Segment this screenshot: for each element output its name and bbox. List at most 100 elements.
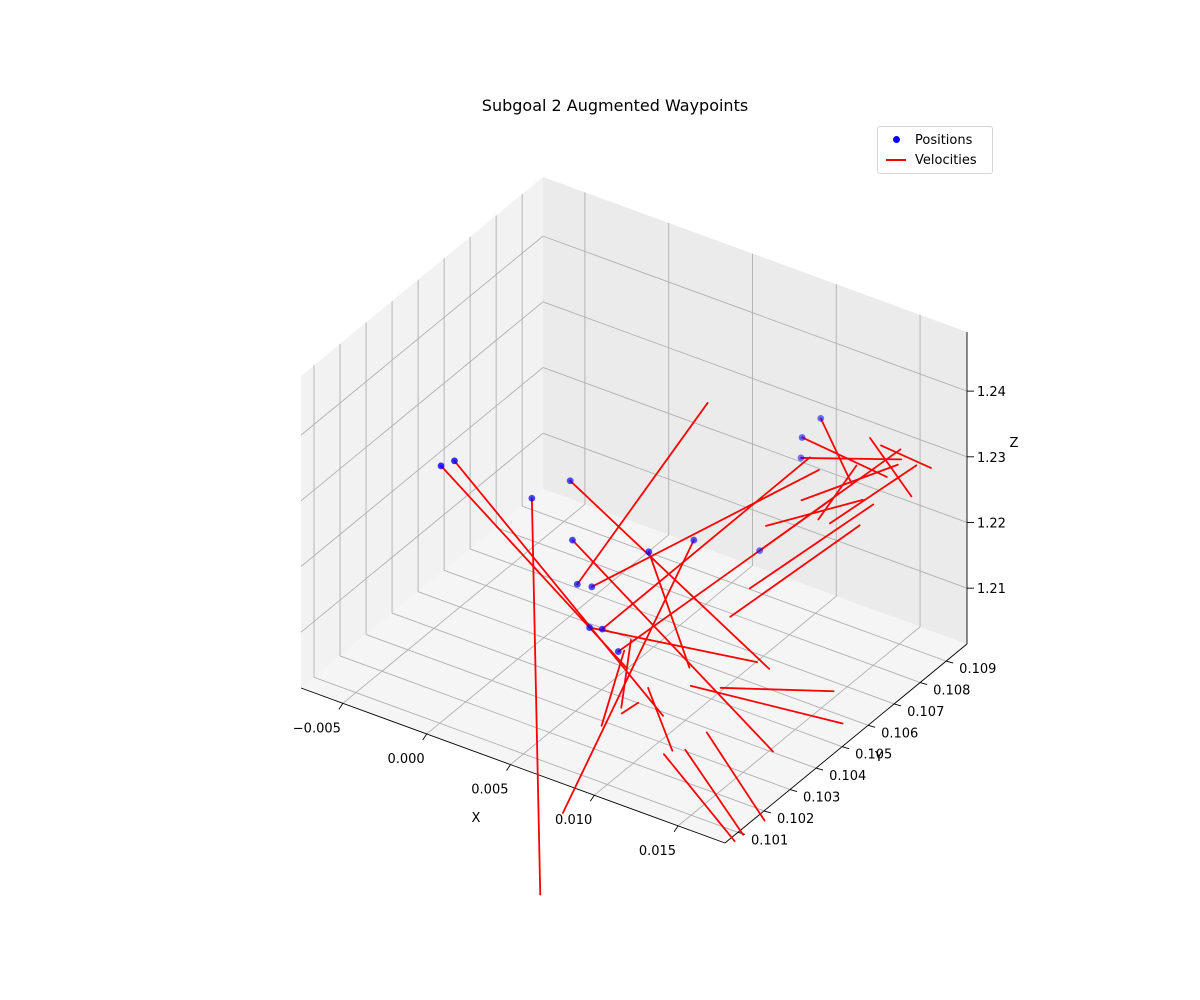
x-tick-mark <box>589 794 595 802</box>
position-point <box>690 536 698 544</box>
z-axis-label: Z <box>1010 436 1019 451</box>
x-axis-line <box>300 687 726 844</box>
grid-line-y <box>339 655 765 812</box>
x-tick-mark <box>422 733 428 741</box>
grid-line-z <box>300 235 544 436</box>
y-tick-label: 0.108 <box>933 684 970 699</box>
velocity-segment <box>689 684 844 725</box>
x-tick-label: −0.005 <box>293 721 341 736</box>
grid-line-x <box>593 595 837 796</box>
y-tick-mark <box>763 810 772 814</box>
y-tick-mark <box>841 746 850 750</box>
x-tick-mark <box>338 703 344 710</box>
grid-line-z <box>542 301 968 458</box>
chart-legend: Positions Velocities <box>877 126 993 174</box>
grid-line-z <box>542 432 968 589</box>
velocity-segment <box>620 639 632 709</box>
velocity-segment <box>530 497 542 896</box>
velocity-segment <box>600 649 626 727</box>
position-point <box>756 547 764 555</box>
velocity-segment <box>705 731 766 822</box>
velocity-segment <box>576 402 709 586</box>
y-tick-label: 0.103 <box>803 791 840 806</box>
x-tick-mark <box>506 764 511 771</box>
legend-positions-label: Positions <box>915 132 973 148</box>
velocity-segment <box>880 444 932 469</box>
y-tick-label: 0.107 <box>907 705 944 720</box>
grid-line-x <box>677 626 921 827</box>
grid-line-z <box>542 235 968 392</box>
velocity-segment <box>758 448 902 552</box>
grid-lines <box>300 192 968 833</box>
z-tick-label: 1.21 <box>977 582 1006 597</box>
y-tick-mark <box>789 789 798 792</box>
position-point <box>528 494 536 502</box>
grid-line-y <box>391 612 817 769</box>
velocity-segment <box>569 479 771 670</box>
velocity-segment <box>590 468 820 588</box>
y-tick-label: 0.109 <box>959 662 996 677</box>
y-tick-mark <box>920 682 928 685</box>
velocity-segment <box>800 463 899 502</box>
grid-line-z <box>542 367 968 523</box>
legend-velocities-label: Velocities <box>915 152 977 168</box>
x-tick-mark <box>673 825 679 833</box>
y-tick-mark <box>867 724 876 728</box>
position-point <box>798 434 806 441</box>
position-point <box>645 548 653 556</box>
velocity-segment <box>748 503 875 590</box>
y-tick-mark <box>815 767 824 771</box>
position-point <box>588 583 596 591</box>
legend-velocities-marker <box>886 151 906 169</box>
velocity-segment <box>869 437 913 498</box>
grid-line-y <box>365 634 791 790</box>
velocity-segment <box>729 524 861 618</box>
position-point <box>569 536 576 544</box>
x-tick-label: 0.010 <box>555 813 592 828</box>
grid-line-x <box>510 565 753 765</box>
velocity-segment <box>801 436 888 478</box>
y-tick-label: 0.106 <box>881 726 918 741</box>
position-point <box>573 580 581 588</box>
x-tick-label: 0.015 <box>639 844 676 859</box>
axes-panes <box>301 177 967 843</box>
axis-lines <box>300 332 968 844</box>
z-tick-label: 1.23 <box>977 451 1006 466</box>
y-tick-mark <box>894 703 902 707</box>
grid-line-z <box>300 367 544 567</box>
y-tick-label: 0.105 <box>855 748 892 763</box>
positions-series <box>437 415 825 655</box>
velocity-segment <box>620 701 640 715</box>
position-point <box>437 462 445 470</box>
tick-labels: −0.005 0.000 0.005 0.010 0.015 0.101 0.102 0.10… <box>293 385 1006 859</box>
grid-line-y <box>522 505 947 662</box>
z-tick-label: 1.24 <box>977 385 1006 400</box>
velocity-segment <box>647 550 691 669</box>
y-tick-label: 0.104 <box>829 769 866 784</box>
velocity-segment <box>453 459 664 717</box>
grid-line-y <box>496 527 921 683</box>
y-tick-label: 0.102 <box>777 812 814 827</box>
x-tick-label: 0.005 <box>471 783 508 798</box>
position-point <box>797 454 805 462</box>
velocity-segment <box>647 687 674 752</box>
z-tick-label: 1.22 <box>977 516 1006 531</box>
velocity-segment <box>588 626 758 663</box>
y-axis-label: Y <box>874 750 883 765</box>
velocity-segment <box>562 539 695 814</box>
position-point <box>817 415 825 422</box>
velocity-segment <box>571 539 774 753</box>
y-axis-line <box>724 643 968 844</box>
velocity-segment <box>817 464 858 521</box>
velocity-segment <box>601 456 811 630</box>
pane-back <box>543 177 967 644</box>
position-point <box>566 477 574 485</box>
velocity-segment <box>684 748 745 836</box>
chart-title: Subgoal 2 Augmented Waypoints <box>482 96 748 115</box>
grid-line-x <box>342 503 586 704</box>
y-tick-label: 0.101 <box>751 833 788 848</box>
velocity-segment <box>828 464 918 525</box>
velocity-segment <box>719 686 835 693</box>
position-point <box>586 624 594 631</box>
grid-line-y <box>443 569 869 726</box>
